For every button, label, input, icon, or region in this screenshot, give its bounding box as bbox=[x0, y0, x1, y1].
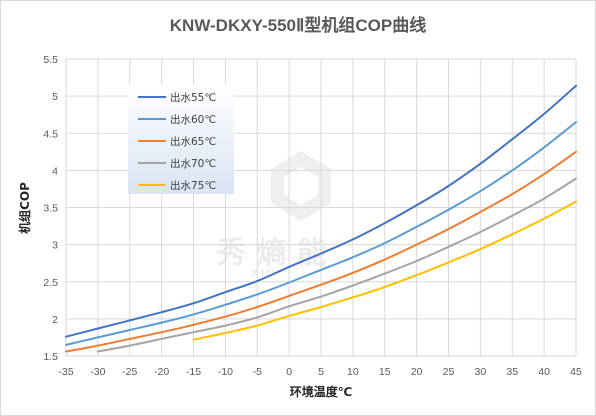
x-tick-label: 10 bbox=[347, 366, 359, 378]
y-tick-label: 3 bbox=[52, 240, 58, 252]
watermark-text: 秀 熵 能 bbox=[215, 236, 327, 271]
x-tick-label: -5 bbox=[253, 366, 262, 378]
x-tick-label: 25 bbox=[443, 366, 455, 378]
y-tick-label: 1.5 bbox=[43, 351, 58, 363]
y-tick-label: 5.5 bbox=[43, 54, 58, 66]
x-tick-label: -30 bbox=[90, 366, 105, 378]
x-tick-label: -15 bbox=[186, 366, 201, 378]
chart-title: KNW-DKXY-550Ⅱ型机组COP曲线 bbox=[170, 15, 426, 35]
x-tick-label: 35 bbox=[506, 366, 518, 378]
legend-box bbox=[128, 85, 234, 194]
x-tick-label: -35 bbox=[58, 366, 73, 378]
watermark-logo bbox=[271, 151, 331, 221]
y-tick-labels: 1.5 2 2.5 3 3.5 4 4.5 5 5.5 bbox=[43, 54, 58, 363]
x-tick-label: 40 bbox=[538, 366, 550, 378]
series-line-3 bbox=[65, 150, 577, 353]
x-tick-label: 30 bbox=[475, 366, 487, 378]
y-tick-label: 4 bbox=[52, 165, 58, 177]
legend-label-1: 出水55℃ bbox=[170, 91, 216, 104]
series-line-1 bbox=[65, 84, 577, 338]
legend-label-4: 出水70℃ bbox=[170, 157, 216, 170]
series-line-4 bbox=[96, 177, 577, 353]
y-tick-label: 4.5 bbox=[43, 128, 58, 140]
series-line-2 bbox=[65, 121, 577, 346]
y-tick-label: 3.5 bbox=[43, 203, 58, 215]
x-tick-label: 0 bbox=[286, 366, 292, 378]
x-tick-label: -20 bbox=[154, 366, 169, 378]
series-line-5 bbox=[192, 200, 577, 341]
x-tick-label: 20 bbox=[411, 366, 423, 378]
y-tick-label: 5 bbox=[52, 91, 58, 103]
legend: 出水55℃ 出水60℃ 出水65℃ 出水70℃ 出水75℃ bbox=[128, 85, 234, 194]
y-tick-label: 2 bbox=[52, 314, 58, 326]
x-tick-labels: -35 -30 -25 -20 -15 -10 -5 0 5 10 15 20 25 30 35 40 45 bbox=[58, 366, 582, 378]
watermark-subtext: XIU bbox=[251, 268, 277, 279]
watermark: 秀 熵 能 XIU bbox=[215, 151, 331, 279]
x-tick-label: -25 bbox=[122, 366, 137, 378]
series-lines bbox=[65, 84, 577, 353]
legend-label-5: 出水75℃ bbox=[170, 179, 216, 192]
x-tick-label: 5 bbox=[318, 366, 324, 378]
x-tick-label: -10 bbox=[218, 366, 233, 378]
y-axis-title: 机组COP bbox=[17, 182, 32, 234]
x-tick-label: 15 bbox=[379, 366, 391, 378]
x-axis-title: 环境温度℃ bbox=[290, 384, 353, 399]
y-tick-label: 2.5 bbox=[43, 277, 58, 289]
legend-label-3: 出水65℃ bbox=[170, 135, 216, 148]
gridlines bbox=[65, 58, 577, 357]
x-tick-label: 45 bbox=[570, 366, 582, 378]
legend-label-2: 出水60℃ bbox=[170, 113, 216, 126]
